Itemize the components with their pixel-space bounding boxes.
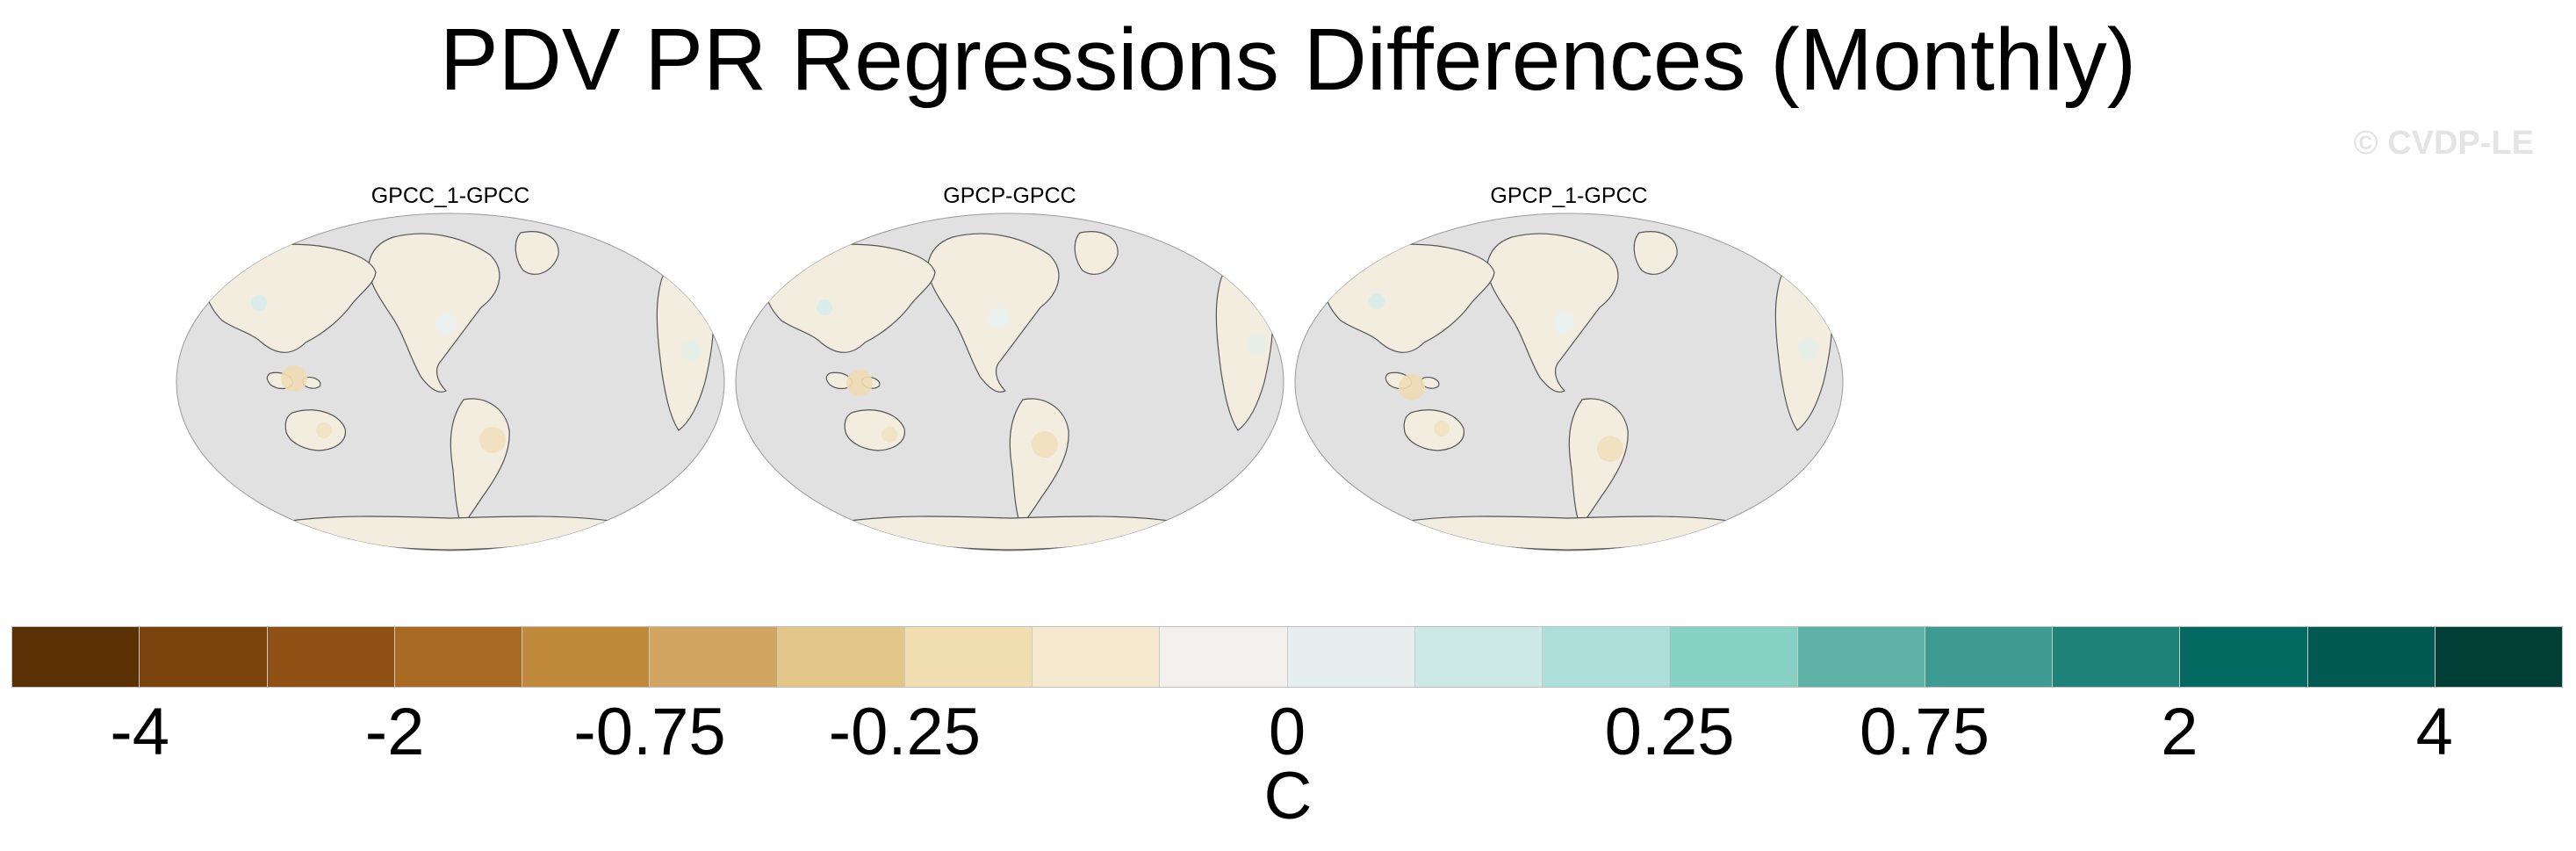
colorbar-swatch — [2435, 627, 2562, 687]
colorbar-tick-label: 0 — [1268, 695, 1306, 769]
world-map — [176, 213, 725, 552]
colorbar-swatch — [1160, 627, 1288, 687]
world-map — [735, 213, 1284, 552]
land-outline — [763, 243, 936, 353]
anomaly-patch — [1434, 421, 1450, 436]
panel-title: GPCP_1-GPCC — [1490, 184, 1648, 208]
colorbar-swatch — [267, 627, 395, 687]
anomaly-patch — [988, 307, 1009, 328]
anomaly-patch — [680, 340, 702, 361]
anomaly-patch — [846, 370, 873, 396]
anomaly-patch — [881, 427, 897, 443]
anomaly-patch — [281, 365, 307, 392]
colorbar-tick-label: 0.75 — [1860, 695, 1990, 769]
colorbar-unit-label: C — [1263, 759, 1313, 833]
land-outline — [1486, 233, 1619, 393]
colorbar-swatch — [140, 627, 268, 687]
colorbar-swatch — [1670, 627, 1798, 687]
anomaly-patch — [251, 295, 267, 311]
colorbar-tick-label: -2 — [364, 695, 425, 769]
land-outline — [368, 233, 500, 393]
land-outline — [1322, 243, 1495, 353]
anomaly-patch — [1399, 374, 1425, 400]
colorbar-swatch — [1033, 627, 1161, 687]
colorbar-tick-label: -0.75 — [573, 695, 726, 769]
anomaly-patch — [1246, 334, 1267, 355]
colorbar-swatch — [1925, 627, 2053, 687]
colorbar-tick-label: 2 — [2161, 695, 2198, 769]
colorbar-swatch — [1287, 627, 1415, 687]
land-outline — [1633, 231, 1678, 275]
anomaly-patch — [1369, 293, 1385, 309]
land-outline — [277, 516, 623, 551]
colorbar-tick-label: 4 — [2415, 695, 2453, 769]
map-panel-gpcp-1: GPCP_1-GPCC — [1292, 176, 1846, 553]
map-panel-gpcc-1: GPCC_1-GPCC — [174, 176, 727, 553]
colorbar-swatch — [1543, 627, 1671, 687]
land-outline — [825, 371, 853, 390]
colorbar-tick-label: -0.25 — [828, 695, 982, 769]
map-panel-gpcp: GPCP-GPCC — [733, 176, 1286, 553]
colorbar-swatch — [904, 627, 1033, 687]
anomaly-patch — [1798, 338, 1819, 359]
panel-title: GPCP-GPCC — [943, 184, 1076, 208]
colorbar-swatch — [2180, 627, 2308, 687]
land-outline — [204, 243, 377, 353]
anomaly-patch — [435, 314, 457, 335]
colorbar-tick-labels: -4 -2 -0.75 -0.25 0 0.25 0.75 2 4 — [12, 687, 2562, 775]
anomaly-patch — [1597, 436, 1623, 462]
colorbar-swatch — [522, 627, 651, 687]
land-outline — [1396, 516, 1742, 551]
anomaly-patch — [1553, 312, 1574, 333]
colorbar-swatch — [650, 627, 778, 687]
colorbar-swatch — [12, 627, 140, 687]
watermark: © CVDP-LE — [2353, 125, 2534, 162]
land-outline — [284, 409, 346, 451]
colorbar-swatch — [2307, 627, 2436, 687]
anomaly-patch — [1032, 431, 1058, 458]
colorbar-tick-label: 0.25 — [1604, 695, 1735, 769]
land-outline — [1009, 398, 1069, 529]
anomaly-patch — [817, 299, 832, 315]
colorbar-swatch — [394, 627, 522, 687]
land-outline — [1568, 398, 1629, 529]
page-title: PDV PR Regressions Differences (Monthly) — [439, 11, 2137, 109]
colorbar — [11, 626, 2563, 688]
land-outline — [1074, 231, 1119, 275]
colorbar-swatch — [2053, 627, 2181, 687]
panel-title: GPCC_1-GPCC — [371, 184, 530, 208]
anomaly-patch — [479, 427, 506, 453]
world-map — [1294, 213, 1844, 552]
colorbar-tick-label: -4 — [110, 695, 169, 769]
colorbar-swatch — [777, 627, 905, 687]
land-outline — [514, 231, 559, 275]
colorbar-swatch — [1797, 627, 1925, 687]
colorbar-swatch — [1414, 627, 1543, 687]
land-outline — [837, 516, 1183, 551]
anomaly-patch — [316, 422, 332, 438]
